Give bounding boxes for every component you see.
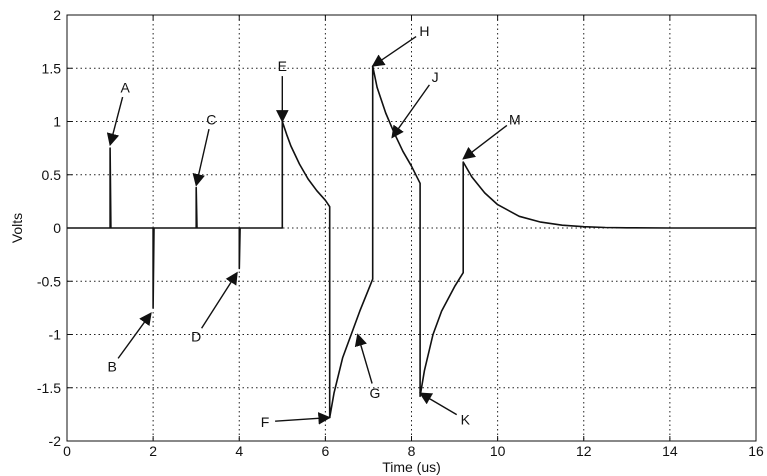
x-tick-label: 0 (63, 443, 71, 459)
annotation-label-a: A (120, 79, 130, 95)
x-tick-label: 8 (408, 443, 416, 459)
annotation-arrow-b (117, 312, 152, 359)
y-tick-label: -1.5 (37, 380, 61, 396)
x-tick-label: 2 (149, 443, 157, 459)
y-tick-label: 0 (53, 220, 61, 236)
voltage-series-line (67, 65, 756, 419)
series-layer (67, 65, 756, 419)
x-tick-label: 4 (235, 443, 243, 459)
annotation-arrow-j (391, 84, 430, 139)
annotation-label-d: D (191, 329, 201, 345)
annotation-label-g: G (369, 385, 380, 401)
annotation-arrow-g (354, 333, 373, 384)
x-tick-label: 14 (662, 443, 678, 459)
annotation-arrow-a (106, 96, 124, 147)
annotation-arrow-d (201, 271, 238, 329)
annotation-arrow-f (275, 412, 331, 425)
y-tick-label: 0.5 (42, 167, 62, 183)
annotations: A B C D E F G H J K M (106, 23, 521, 430)
annotation-label-h: H (419, 23, 429, 39)
annotation-label-e: E (278, 58, 287, 74)
annotation-label-m: M (509, 111, 521, 127)
annotation-label-b: B (108, 358, 117, 374)
annotation-label-f: F (261, 414, 270, 430)
annotation-label-k: K (461, 412, 471, 428)
y-tick-label: 1 (53, 114, 61, 130)
annotation-arrow-k (419, 392, 458, 416)
annotation-arrow-m (462, 124, 508, 160)
y-tick-label: -0.5 (37, 273, 61, 289)
annotation-arrow-h (371, 36, 417, 67)
annotation-label-c: C (206, 111, 216, 127)
y-tick-label: 2 (53, 7, 61, 23)
x-tick-label: 10 (490, 443, 506, 459)
x-axis-title: Time (us) (382, 459, 441, 475)
y-tick-label: -1 (49, 327, 62, 343)
x-tick-label: 16 (748, 443, 764, 459)
tick-labels: 0 2 4 6 8 10 12 14 16 -2 -1.5 -1 -0.5 0 0.5 1 1.5 2 (37, 7, 764, 459)
y-axis-title: Volts (9, 213, 25, 243)
y-tick-label: -2 (49, 433, 62, 449)
x-tick-label: 6 (321, 443, 329, 459)
y-tick-label: 1.5 (42, 60, 62, 76)
annotation-arrow-c (192, 128, 210, 187)
annotation-label-j: J (432, 69, 439, 85)
x-tick-label: 12 (576, 443, 592, 459)
